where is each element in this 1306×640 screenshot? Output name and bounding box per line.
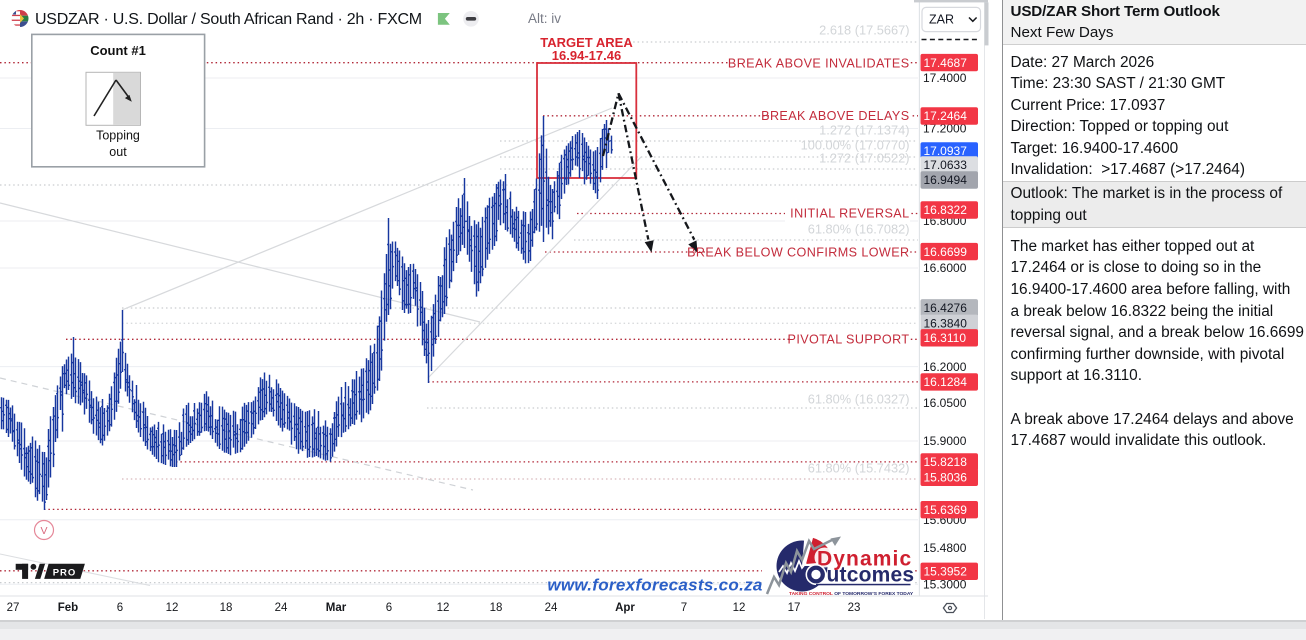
svg-text:PIVOTAL SUPPORT: PIVOTAL SUPPORT xyxy=(788,333,910,347)
svg-text:17.0937: 17.0937 xyxy=(924,144,968,158)
svg-text:18: 18 xyxy=(220,602,233,614)
svg-text:12: 12 xyxy=(166,602,179,614)
svg-text:16.2000: 16.2000 xyxy=(923,360,967,374)
svg-text:BREAK ABOVE INVALIDATES: BREAK ABOVE INVALIDATES xyxy=(728,57,910,71)
svg-text:www.forexforecasts.co.za: www.forexforecasts.co.za xyxy=(547,576,762,595)
svg-text:Topping: Topping xyxy=(96,129,140,143)
svg-text:12: 12 xyxy=(733,602,746,614)
svg-text:17.2000: 17.2000 xyxy=(923,122,967,136)
svg-text:100.00% (17.0770): 100.00% (17.0770) xyxy=(801,137,910,152)
svg-text:16.3110: 16.3110 xyxy=(924,331,967,345)
svg-text:1.272 (17.0522): 1.272 (17.0522) xyxy=(819,150,909,165)
svg-text:61.80% (15.7432): 61.80% (15.7432) xyxy=(808,460,910,475)
svg-text:2.618 (17.5667): 2.618 (17.5667) xyxy=(819,22,909,37)
svg-text:17: 17 xyxy=(788,602,801,614)
svg-text:17.2464: 17.2464 xyxy=(924,109,968,123)
svg-text:BREAK BELOW CONFIRMS LOWER: BREAK BELOW CONFIRMS LOWER xyxy=(687,246,909,260)
svg-text:Dynamic: Dynamic xyxy=(817,548,912,571)
svg-text:18: 18 xyxy=(490,602,503,614)
svg-text:16.1284: 16.1284 xyxy=(924,375,968,389)
svg-text:16.6000: 16.6000 xyxy=(923,261,967,275)
svg-text:16.4276: 16.4276 xyxy=(924,301,968,315)
svg-text:utcomes: utcomes xyxy=(827,564,915,587)
svg-text:16.94-17.46: 16.94-17.46 xyxy=(552,48,621,63)
svg-text:6: 6 xyxy=(117,602,123,614)
svg-text:V: V xyxy=(40,525,47,537)
svg-text:15.4800: 15.4800 xyxy=(923,541,967,555)
svg-text:15.9000: 15.9000 xyxy=(923,434,967,448)
svg-text:6: 6 xyxy=(386,602,392,614)
svg-text:Apr: Apr xyxy=(615,602,635,614)
svg-text:15.6369: 15.6369 xyxy=(924,503,968,517)
svg-text:16.6699: 16.6699 xyxy=(924,245,968,259)
svg-text:24: 24 xyxy=(545,602,558,614)
svg-text:out: out xyxy=(109,145,127,159)
svg-text:BREAK ABOVE DELAYS: BREAK ABOVE DELAYS xyxy=(761,109,909,123)
svg-text:16.8322: 16.8322 xyxy=(924,203,968,217)
svg-text:Mar: Mar xyxy=(326,602,347,614)
svg-text:16.9494: 16.9494 xyxy=(924,173,968,187)
svg-text:61.80% (16.0327): 61.80% (16.0327) xyxy=(808,391,910,406)
svg-text:TARGET AREA: TARGET AREA xyxy=(540,35,633,50)
svg-text:15.8218: 15.8218 xyxy=(924,455,968,469)
svg-text:PRO: PRO xyxy=(53,567,77,578)
svg-text:7: 7 xyxy=(681,602,687,614)
svg-text:16.0500: 16.0500 xyxy=(923,396,967,410)
svg-text:15.8036: 15.8036 xyxy=(924,471,968,485)
svg-text:1.272 (17.1374): 1.272 (17.1374) xyxy=(819,122,909,137)
svg-text:17.4000: 17.4000 xyxy=(923,71,967,85)
svg-text:Feb: Feb xyxy=(58,602,78,614)
svg-text:17.0633: 17.0633 xyxy=(924,158,968,172)
svg-text:ZAR: ZAR xyxy=(929,13,954,27)
svg-text:INITIAL REVERSAL: INITIAL REVERSAL xyxy=(790,207,909,221)
svg-text:15.3952: 15.3952 xyxy=(924,565,968,579)
svg-text:17.4687: 17.4687 xyxy=(924,56,968,70)
svg-text:12: 12 xyxy=(437,602,450,614)
svg-text:Count #1: Count #1 xyxy=(90,43,146,58)
svg-text:Alt: iv: Alt: iv xyxy=(528,11,561,26)
svg-text:16.3840: 16.3840 xyxy=(924,317,968,331)
svg-text:15.3000: 15.3000 xyxy=(923,577,967,591)
svg-text:USDZAR · U.S. Dollar / South A: USDZAR · U.S. Dollar / South African Ran… xyxy=(35,11,422,28)
svg-text:27: 27 xyxy=(7,602,20,614)
svg-text:23: 23 xyxy=(848,602,861,614)
svg-text:61.80% (16.7082): 61.80% (16.7082) xyxy=(808,221,910,236)
svg-text:24: 24 xyxy=(275,602,288,614)
svg-text:TAKING CONTROL OF TOMORROW’S F: TAKING CONTROL OF TOMORROW’S FOREX TODAY xyxy=(789,591,914,597)
